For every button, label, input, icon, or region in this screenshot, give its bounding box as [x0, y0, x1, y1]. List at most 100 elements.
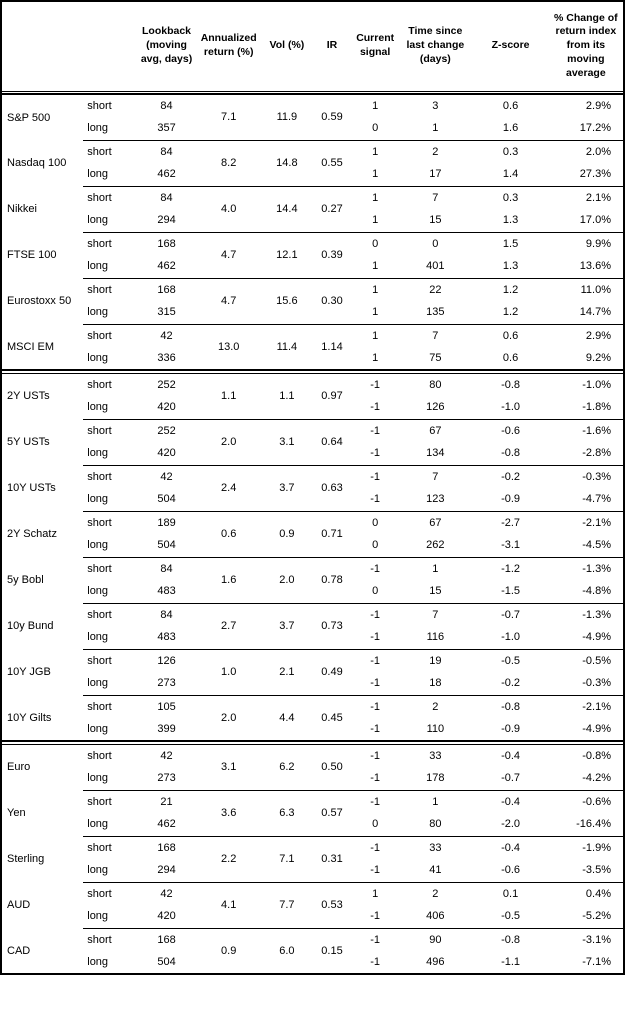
horizon-label: short — [87, 749, 112, 762]
zscore-value: -2.0 — [501, 818, 521, 831]
signal-value: 1 — [352, 323, 399, 347]
horizon-label: short — [83, 510, 138, 534]
time-since-value: 1 — [398, 556, 473, 580]
signal-value: -1 — [370, 749, 381, 762]
zscore-value: 1.2 — [472, 277, 549, 301]
zscore-value: -0.5 — [501, 910, 521, 923]
vol-value: 3.1 — [261, 418, 312, 465]
table-row-short: 10Y Gilts short 105 2.0 4.4 0.45 -1 2 -0.8 -2.1% — [1, 694, 624, 741]
zscore-value: 1.6 — [502, 122, 519, 135]
table-row-short: 10y Bund short 84 2.7 3.7 0.73 -1 7 -0.7 -1.3% — [1, 602, 624, 649]
instrument-name: Nasdaq 100 — [7, 157, 67, 169]
time-since-value: 134 — [426, 447, 445, 460]
horizon-label: long — [87, 539, 109, 552]
ir-value: 0.78 — [311, 556, 353, 603]
signal-value: 1 — [352, 139, 399, 163]
lookback-value: 42 — [160, 749, 173, 762]
lookback-value: 105 — [137, 694, 196, 718]
table-row-short: 5Y USTs short 252 2.0 3.1 0.64 -1 67 -0.6 -1.6% — [1, 418, 624, 465]
zscore-value: 0.6 — [502, 100, 519, 112]
lookback-value: 84 — [137, 602, 196, 626]
lookback-value: 84 — [137, 556, 196, 580]
instrument-name: 5y Bobl — [7, 574, 44, 586]
table-row-long: long 273 -1 18 -0.2 -0.3% — [1, 672, 624, 695]
zscore-value: -0.4 — [501, 749, 521, 762]
vol-value: 3.7 — [261, 464, 312, 511]
block-separator — [1, 369, 624, 374]
pct-change-value: -3.1% — [548, 927, 624, 951]
table-row-short: Sterling short 168 2.2 7.1 0.31 -1 33 -0.4 -1.9% — [1, 835, 624, 882]
instrument-group: Euro short 42 3.1 6.2 0.50 -1 33 -0.4 -0.8% long 27… — [1, 744, 624, 790]
table-row-short: 2Y USTs short 252 1.1 1.1 0.97 -1 80 -0.8 -1.0% — [1, 373, 624, 403]
lookback-value: 399 — [157, 723, 176, 735]
vol-value: 12.1 — [261, 231, 312, 278]
col-header-time-since-last-change: Time since last change (days) — [406, 25, 465, 66]
lookback-value: 420 — [157, 910, 176, 923]
time-since-value: 3 — [432, 100, 439, 112]
zscore-value: -0.7 — [472, 602, 549, 626]
zscore-value: -0.8 — [501, 378, 521, 391]
signal-value: 1 — [372, 260, 379, 273]
lookback-value: 294 — [157, 864, 176, 877]
pct-change-value: 14.7% — [579, 306, 611, 319]
ir-value: 0.27 — [311, 185, 353, 232]
col-header-annualized-return: Annualized return (%) — [200, 32, 257, 59]
ir-value: 0.50 — [321, 761, 343, 773]
instrument-group: FTSE 100 short 168 4.7 12.1 0.39 0 0 1.5 9.9% long… — [1, 231, 624, 278]
signal-value: -1 — [370, 493, 381, 506]
horizon-label: short — [87, 378, 112, 391]
instrument-group: CAD short 168 0.9 6.0 0.15 -1 90 -0.8 -3.1% long 50… — [1, 927, 624, 974]
vol-value: 4.4 — [261, 694, 312, 741]
signal-value: -1 — [352, 556, 399, 580]
instrument-group: Sterling short 168 2.2 7.1 0.31 -1 33 -0.4 -1.9% l… — [1, 835, 624, 882]
header-separator-rule — [1, 90, 624, 95]
lookback-value: 315 — [157, 306, 176, 319]
horizon-label: short — [87, 100, 112, 112]
ir-value: 0.59 — [321, 111, 343, 124]
time-since-value: 7 — [398, 185, 473, 209]
table-row-short: CAD short 168 0.9 6.0 0.15 -1 90 -0.8 -3.1% — [1, 927, 624, 974]
vol-value: 6.2 — [279, 761, 295, 773]
ir-value: 0.15 — [311, 927, 353, 974]
instrument-name: MSCI EM — [7, 340, 55, 353]
time-since-value: 116 — [426, 631, 445, 644]
pct-change-value: 17.0% — [579, 214, 611, 227]
table-row-long: long 273 -1 178 -0.7 -4.2% — [1, 767, 624, 790]
table-row-long: long 504 0 262 -3.1 -4.5% — [1, 534, 624, 557]
vol-value: 11.9 — [276, 111, 298, 124]
horizon-label: long — [87, 260, 109, 273]
signal-value: 0 — [352, 510, 399, 534]
lookback-value: 420 — [157, 401, 176, 414]
pct-change-value: -0.3% — [582, 677, 611, 690]
horizon-label: short — [83, 835, 138, 859]
signal-value: 0 — [372, 585, 379, 598]
zscore-value: 1.4 — [502, 168, 519, 181]
zscore-value: -1.5 — [501, 585, 521, 598]
col-header-current-signal: Current signal — [356, 32, 395, 59]
lookback-value: 84 — [137, 139, 196, 163]
table-row-short: 10Y USTs short 42 2.4 3.7 0.63 -1 7 -0.2 -0.3% — [1, 464, 624, 511]
ir-value: 0.64 — [311, 418, 353, 465]
horizon-label: short — [83, 185, 138, 209]
ir-value: 0.63 — [311, 464, 353, 511]
instrument-group: 5Y USTs short 252 2.0 3.1 0.64 -1 67 -0.6 -1.6% lo… — [1, 418, 624, 465]
pct-change-value: -0.8% — [582, 749, 611, 762]
table-row-short: S&P 500 short 84 7.1 11.9 0.59 1 3 0.6 2.9% — [1, 94, 624, 124]
zscore-value: -3.1 — [501, 539, 521, 552]
signal-value: -1 — [370, 631, 381, 644]
lookback-value: 483 — [157, 631, 176, 644]
pct-change-value: -2.8% — [582, 447, 611, 460]
time-since-value: 41 — [429, 864, 442, 877]
lookback-value: 42 — [137, 464, 196, 488]
signal-value: -1 — [370, 378, 381, 391]
time-since-value: 401 — [426, 260, 445, 273]
pct-change-value: 11.0% — [548, 277, 624, 301]
instrument-group: S&P 500 short 84 7.1 11.9 0.59 1 3 0.6 2.9% long 35… — [1, 94, 624, 140]
table-row-long: long 462 1 401 1.3 13.6% — [1, 255, 624, 278]
zscore-value: -2.7 — [472, 510, 549, 534]
lookback-value: 294 — [157, 214, 176, 227]
header-separator-container — [1, 90, 624, 95]
ir-value: 0.97 — [321, 390, 343, 402]
annualized-return-value: 1.0 — [195, 648, 262, 695]
table-row-short: AUD short 42 4.1 7.7 0.53 1 2 0.1 0.4% — [1, 881, 624, 928]
